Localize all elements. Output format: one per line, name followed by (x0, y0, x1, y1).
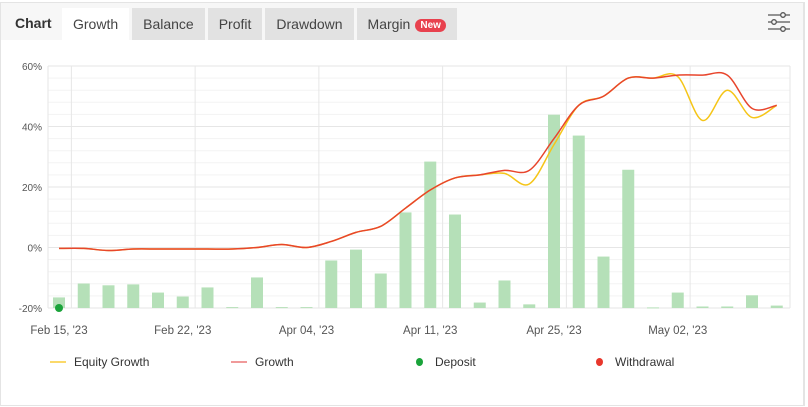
x-tick-label: May 02, '23 (648, 325, 707, 337)
legend-label: Withdrawal (615, 355, 675, 369)
bar (498, 280, 511, 308)
new-badge: New (415, 19, 446, 32)
chart-tabs: Growth Balance Profit Drawdown Margin New (62, 8, 457, 40)
legend-deposit[interactable]: Deposit (412, 355, 476, 369)
y-tick-label: 40% (22, 123, 42, 134)
equity-growth-line (58, 73, 778, 252)
tab-label: Profit (218, 16, 252, 32)
bar (770, 305, 783, 308)
sliders-icon[interactable] (767, 12, 791, 32)
tab-balance[interactable]: Balance (132, 8, 205, 40)
bar (572, 135, 585, 308)
x-tick-label: Feb 15, '23 (30, 325, 87, 337)
growth-chart: 60% 40% 20% 0% -20% Feb 15, '23 Feb 22, '23 Apr… (19, 62, 791, 337)
bar (696, 306, 709, 308)
legend-label: Growth (255, 355, 294, 369)
legend-equity-growth[interactable]: Equity Growth (50, 355, 149, 369)
legend-growth[interactable]: Growth (231, 355, 294, 369)
x-tick-label: Apr 04, '23 (279, 325, 334, 337)
legend-withdrawal[interactable]: Withdrawal (592, 355, 674, 369)
y-tick-label: 0% (28, 244, 43, 255)
bar (597, 256, 610, 308)
bar (275, 307, 288, 309)
bar (671, 292, 684, 308)
bar (746, 295, 758, 308)
bar (548, 114, 560, 308)
tab-growth[interactable]: Growth (62, 8, 130, 40)
chart-tab-bar: Chart Growth Balance Profit Drawdown Mar… (1, 3, 803, 40)
bar (473, 302, 486, 308)
bar (102, 285, 115, 308)
bar (523, 304, 536, 308)
bar (127, 284, 140, 308)
y-tick-label: 60% (22, 62, 42, 73)
x-tick-label: Feb 22, '23 (154, 325, 211, 337)
bar (399, 212, 412, 308)
deposit-marker (55, 304, 63, 312)
legend-line-icon (50, 361, 66, 363)
x-tick-label: Apr 11, '23 (403, 325, 457, 337)
legend-label: Equity Growth (74, 355, 150, 369)
bar (325, 260, 338, 308)
bar (201, 287, 214, 308)
tab-margin[interactable]: Margin New (356, 8, 457, 40)
legend-line-icon (231, 361, 247, 363)
tab-label: Margin (367, 16, 411, 32)
tab-label: Drawdown (276, 16, 343, 32)
bar (449, 214, 461, 308)
legend-dot-icon (416, 358, 423, 366)
y-tick-label: -20% (19, 304, 42, 315)
bar (647, 307, 659, 309)
bar (53, 297, 65, 308)
x-tick-label: Apr 25, '23 (526, 325, 581, 337)
tab-label: Growth (73, 16, 119, 32)
bar (424, 161, 437, 308)
bar (622, 169, 635, 308)
bar (350, 249, 362, 308)
growth-line (58, 71, 777, 252)
bar (300, 307, 313, 309)
legend-dot-icon (596, 358, 603, 366)
bar (226, 307, 239, 309)
y-tick-label: 20% (22, 183, 42, 194)
bar (374, 273, 387, 308)
bar (77, 283, 90, 308)
tab-label: Balance (143, 16, 194, 32)
chart-title: Chart (15, 15, 52, 31)
bar (721, 306, 734, 308)
legend-label: Deposit (435, 355, 476, 369)
tab-profit[interactable]: Profit (207, 8, 263, 40)
tab-drawdown[interactable]: Drawdown (265, 8, 354, 40)
bar (251, 277, 263, 308)
bar (176, 296, 189, 308)
bar (152, 292, 164, 308)
